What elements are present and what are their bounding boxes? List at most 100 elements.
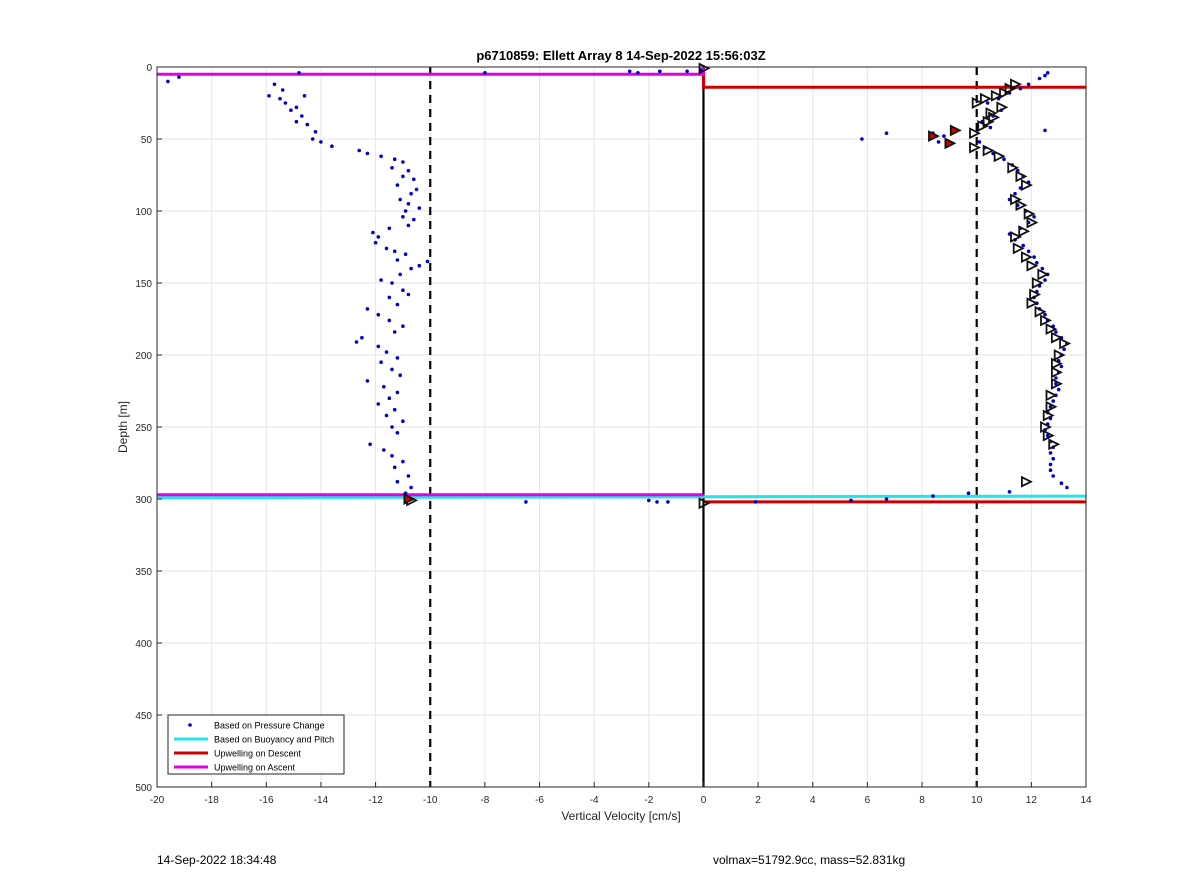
legend-label: Based on Buoyancy and Pitch — [214, 735, 334, 745]
triangle-marker — [1045, 323, 1058, 336]
footer-timestamp: 14-Sep-2022 18:34:48 — [157, 853, 277, 867]
data-point — [1032, 215, 1036, 219]
triangle-marker — [949, 124, 962, 137]
data-point — [1021, 243, 1025, 248]
data-point — [395, 302, 400, 307]
triangle-marker — [1040, 421, 1053, 433]
data-point — [1056, 387, 1061, 392]
data-point — [1054, 330, 1058, 334]
triangle-marker — [988, 111, 1001, 124]
triangle-marker — [1037, 268, 1050, 281]
triangle-marker — [1026, 259, 1039, 272]
data-point — [647, 498, 651, 503]
data-point — [1054, 376, 1058, 380]
data-point — [300, 114, 304, 118]
triangle-marker — [1029, 288, 1042, 301]
data-point — [272, 82, 277, 87]
data-point — [655, 500, 659, 504]
x-tick-label: 8 — [919, 795, 925, 806]
data-point — [365, 379, 370, 383]
data-point — [401, 459, 405, 464]
x-tick-label: -6 — [535, 795, 544, 806]
data-point — [524, 500, 528, 504]
data-point — [884, 497, 889, 501]
triangle-marker — [1021, 179, 1033, 192]
data-point — [376, 402, 381, 406]
triangle-marker — [1031, 277, 1044, 289]
data-point — [278, 96, 282, 101]
data-point — [1051, 456, 1055, 461]
data-point — [1048, 468, 1053, 473]
legend-label: Upwelling on Descent — [214, 749, 302, 759]
legend-box — [167, 714, 345, 775]
data-point — [294, 119, 299, 124]
data-point — [395, 390, 400, 395]
data-point — [390, 166, 394, 170]
x-tick-label: 4 — [810, 795, 816, 806]
y-tick-label: 350 — [135, 567, 152, 578]
data-point — [860, 137, 864, 141]
triangle-marker — [1007, 161, 1020, 174]
data-point — [849, 498, 853, 503]
data-point — [401, 419, 405, 424]
data-point — [387, 226, 392, 231]
data-point — [289, 108, 293, 112]
data-point — [1026, 249, 1031, 254]
data-point — [931, 494, 935, 498]
data-point — [379, 360, 383, 365]
triangle-marker — [1048, 438, 1061, 451]
data-point — [390, 454, 394, 458]
data-point — [1051, 399, 1055, 403]
x-tick-label: 12 — [1026, 795, 1038, 806]
data-point — [376, 235, 381, 239]
data-point — [387, 318, 392, 323]
data-point — [1043, 312, 1047, 317]
data-point — [376, 344, 381, 349]
data-point — [1043, 128, 1047, 133]
data-point — [302, 94, 307, 98]
data-point — [310, 137, 315, 141]
data-point — [280, 88, 285, 92]
data-point — [330, 144, 334, 148]
legend-swatch — [188, 723, 192, 727]
data-point — [1048, 462, 1053, 467]
triangle-marker — [1045, 389, 1058, 402]
data-point — [414, 187, 419, 192]
data-point — [1018, 86, 1023, 91]
data-point — [395, 479, 400, 484]
data-point — [1040, 266, 1045, 271]
data-point — [398, 373, 403, 378]
data-point — [313, 130, 318, 134]
data-point — [977, 140, 982, 144]
data-point — [406, 202, 411, 206]
data-point — [379, 278, 383, 282]
data-point — [166, 79, 170, 84]
y-tick-label: 450 — [135, 711, 152, 722]
triangle-marker — [698, 62, 711, 75]
data-point — [392, 407, 397, 412]
data-point — [942, 134, 946, 138]
data-point — [390, 281, 394, 285]
triangle-marker — [1015, 199, 1028, 212]
axis-ticks: -20 -18 -16 -14 -12 -10 -8 -6 -4 -2 0 2 4 6 8 10 12 14050… — [135, 63, 1092, 806]
y-axis-label: Depth [m] — [116, 401, 130, 453]
triangle-marker — [969, 141, 982, 154]
triangle-marker — [1026, 216, 1039, 229]
data-point — [636, 71, 640, 75]
y-tick-label: 150 — [135, 279, 152, 290]
data-point — [1032, 255, 1036, 259]
data-point — [398, 272, 403, 277]
triangle-marker — [985, 107, 998, 120]
chart-title: p6710859: Ellett Array 8 14-Sep-2022 15:… — [476, 48, 765, 63]
triangle-marker — [1004, 82, 1017, 95]
x-tick-label: -18 — [204, 795, 219, 806]
data-point — [382, 384, 386, 389]
data-point — [392, 249, 397, 254]
triangle-marker — [403, 493, 416, 505]
data-point — [1065, 485, 1069, 490]
x-tick-label: -12 — [368, 795, 383, 806]
data-point — [365, 307, 370, 311]
triangle-marker — [928, 130, 941, 143]
data-point — [406, 168, 411, 173]
